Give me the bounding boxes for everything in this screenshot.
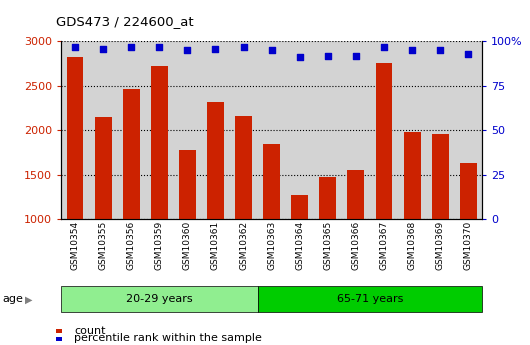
Bar: [95, 117, 111, 219]
Point: [352, 53, 360, 58]
Bar: [292, 195, 308, 219]
Point: [71, 44, 80, 49]
Point: [323, 53, 332, 58]
Text: 65-71 years: 65-71 years: [337, 294, 403, 304]
Point: [211, 46, 219, 51]
Text: ▶: ▶: [25, 294, 33, 304]
Point: [155, 44, 163, 49]
Bar: [67, 57, 83, 219]
Text: GSM10362: GSM10362: [239, 221, 248, 270]
Point: [464, 51, 473, 57]
Text: GSM10370: GSM10370: [464, 221, 473, 270]
Text: GSM10369: GSM10369: [436, 221, 445, 270]
Point: [267, 48, 276, 53]
Bar: [263, 145, 280, 219]
Point: [183, 48, 192, 53]
Bar: [404, 132, 420, 219]
Point: [296, 55, 304, 60]
Point: [408, 48, 417, 53]
Text: percentile rank within the sample: percentile rank within the sample: [74, 334, 262, 343]
Point: [379, 44, 388, 49]
Text: GSM10354: GSM10354: [70, 221, 80, 270]
Bar: [432, 134, 448, 219]
Text: GSM10365: GSM10365: [323, 221, 332, 270]
Bar: [348, 170, 364, 219]
Text: GSM10355: GSM10355: [99, 221, 108, 270]
Bar: [320, 177, 336, 219]
Text: GSM10366: GSM10366: [351, 221, 360, 270]
Point: [436, 48, 444, 53]
Point: [127, 44, 136, 49]
Text: GSM10356: GSM10356: [127, 221, 136, 270]
Text: GSM10363: GSM10363: [267, 221, 276, 270]
Text: count: count: [74, 326, 105, 335]
Bar: [376, 63, 392, 219]
Bar: [123, 89, 139, 219]
Text: GSM10359: GSM10359: [155, 221, 164, 270]
Bar: [151, 66, 167, 219]
Text: GSM10360: GSM10360: [183, 221, 192, 270]
Bar: [207, 102, 224, 219]
Bar: [460, 163, 476, 219]
Text: age: age: [3, 294, 23, 304]
Text: GSM10361: GSM10361: [211, 221, 220, 270]
Bar: [235, 116, 252, 219]
Text: 20-29 years: 20-29 years: [126, 294, 192, 304]
Text: GSM10364: GSM10364: [295, 221, 304, 270]
Text: GSM10367: GSM10367: [379, 221, 388, 270]
Point: [99, 46, 107, 51]
Text: GSM10368: GSM10368: [408, 221, 417, 270]
Text: GDS473 / 224600_at: GDS473 / 224600_at: [56, 14, 193, 28]
Point: [240, 44, 248, 49]
Bar: [179, 150, 196, 219]
